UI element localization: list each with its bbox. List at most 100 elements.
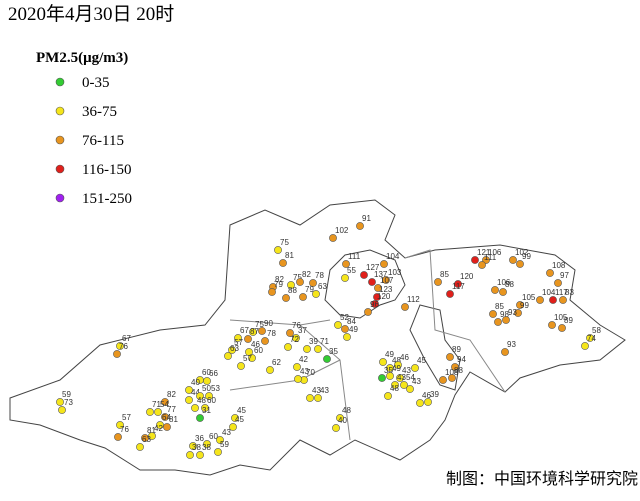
station-value: 60 [254,346,263,355]
station-value: 88 [288,286,297,295]
station-dot [516,301,524,309]
station-dot [536,296,544,304]
station-value: 91 [362,214,371,223]
station-value: 67 [122,334,131,343]
station-dot [234,334,242,342]
legend-label: 116-150 [82,162,131,178]
station-dot [146,408,154,416]
station-value: 59 [220,440,229,449]
station-dot [224,352,232,360]
station-dot [148,432,156,440]
station-dot [559,296,567,304]
legend-label: 36-75 [82,104,117,120]
station-value: 98 [500,310,509,319]
city-border [229,249,506,441]
station-value: 52 [340,313,349,322]
station-value: 38 [202,443,211,452]
station-dot [471,256,479,264]
station-value: 40 [191,378,200,387]
station-dot [216,436,224,444]
station-value: 35 [384,366,393,375]
station-value: 63 [142,435,151,444]
station-value: 117 [555,288,568,297]
station-value: 71 [152,400,161,409]
station-value: 63 [230,344,239,353]
station-dot [228,346,236,354]
station-dot [491,286,499,294]
legend-swatch [55,164,65,174]
station-value: 105 [522,293,536,302]
station-dot [186,451,194,459]
station-value: 67 [240,326,249,335]
station-value: 64 [162,413,171,422]
station-dot [279,259,287,267]
station-dot [341,325,349,333]
station-value: 39 [430,390,439,399]
station-value: 49 [385,350,394,359]
station-value: 62 [272,358,281,367]
station-dot [268,288,276,296]
station-value: 93 [507,340,516,349]
station-dot [502,316,510,324]
station-dot [439,376,447,384]
station-value: 121 [477,248,491,257]
station-dot [360,271,368,279]
station-dot [237,362,245,370]
station-dot [548,321,556,329]
station-dot [266,366,274,374]
station-value: 105 [554,313,568,322]
station-dot [154,408,162,416]
station-value: 99 [520,301,529,310]
station-dot [416,399,424,407]
station-dot [203,377,211,385]
station-value: 57 [234,338,243,347]
station-dot [303,345,311,353]
station-value: 89 [564,316,573,325]
station-dot [586,334,594,342]
station-value: 83 [565,288,574,297]
station-dot [196,451,204,459]
station-dot [329,234,337,242]
station-dot [296,278,304,286]
station-value: 49 [392,364,401,373]
station-dot [249,328,257,336]
station-dot [292,334,300,342]
station-value: 48 [390,384,399,393]
station-value: 45 [237,406,246,415]
station-value: 72 [290,335,299,344]
station-dot [554,279,562,287]
station-value: 70 [306,368,315,377]
station-dot [400,381,408,389]
station-value: 59 [62,390,71,399]
station-value: 48 [342,406,351,415]
station-value: 77 [167,405,176,414]
station-value: 39 [309,337,318,346]
station-dot [336,414,344,422]
station-value: 45 [235,415,244,424]
station-dot [116,421,124,429]
station-dot [494,318,502,326]
station-value: 112 [407,295,420,304]
map-title: 2020年4月30日 20时 [8,3,174,25]
station-dot [332,424,340,432]
station-value: 97 [560,271,569,280]
station-value: 55 [347,266,356,275]
station-dot [58,406,66,414]
credit: 制图：中国环境科学研究院 [446,469,638,488]
station-dot [185,386,193,394]
station-value: 60 [202,368,211,377]
station-value: 57 [243,354,252,363]
station-value: 102 [335,226,349,235]
station-value: 106 [497,278,511,287]
station-dot [368,278,376,286]
station-dot [386,372,394,380]
station-value: 75 [293,273,302,282]
station-value: 74 [587,334,596,343]
station-dot [136,443,144,451]
station-dot [314,394,322,402]
station-dot [478,261,486,269]
station-value: 43 [312,386,321,395]
station-value: 108 [552,261,566,270]
station-dot [501,348,509,356]
